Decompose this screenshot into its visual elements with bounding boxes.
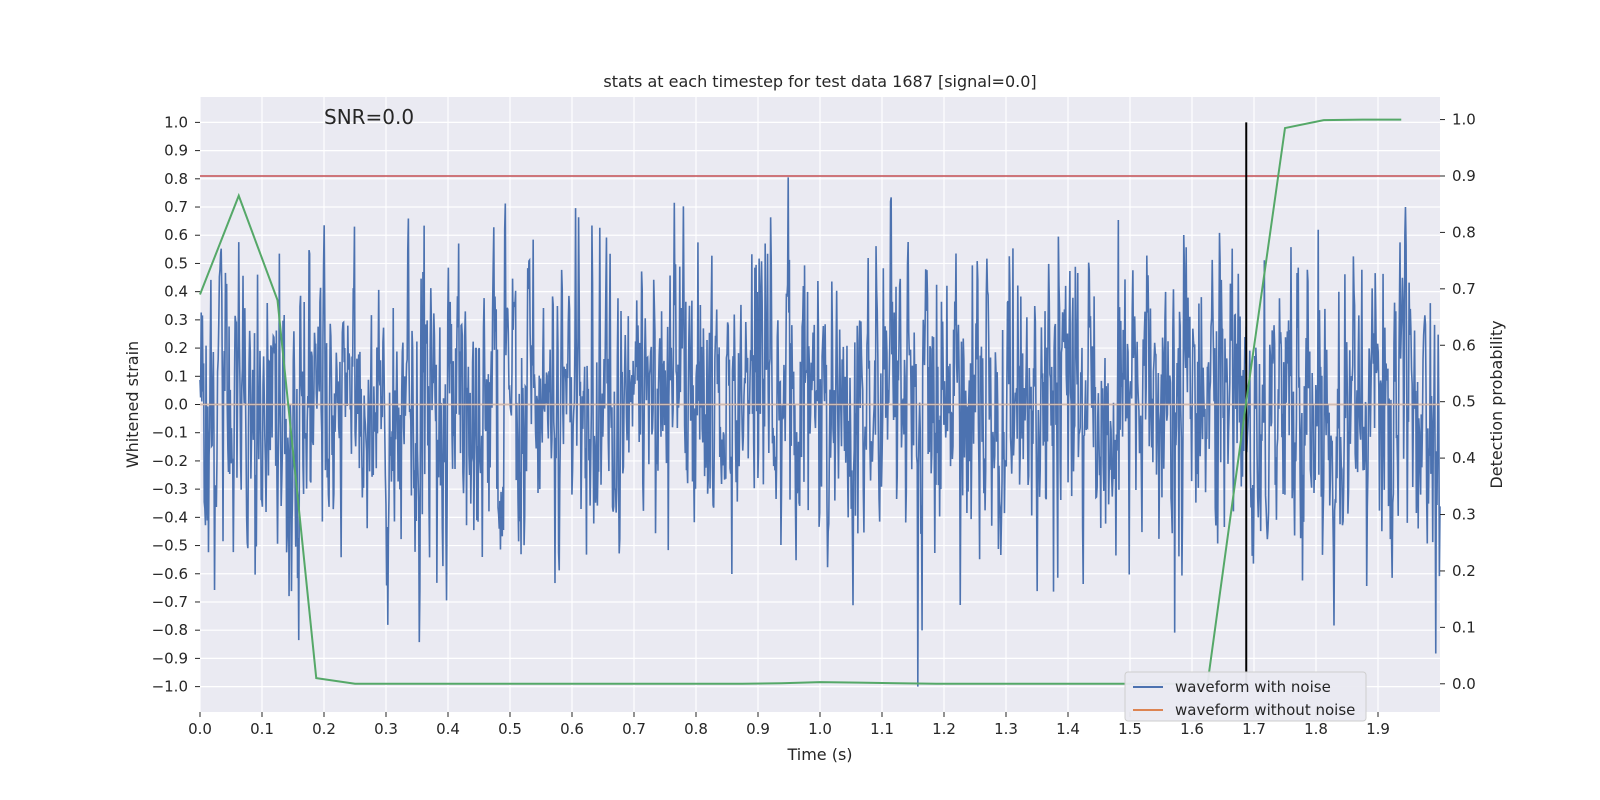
y-left-tick-label: −0.1 — [152, 424, 188, 442]
y-right-tick-label: 0.2 — [1452, 562, 1476, 580]
y-right-tick-label: 0.5 — [1452, 393, 1476, 411]
x-tick-label: 0.7 — [622, 720, 646, 738]
y-right-tick-label: 0.9 — [1452, 167, 1476, 185]
y-left-tick-label: 0.7 — [164, 198, 188, 216]
x-tick-label: 0.0 — [188, 720, 212, 738]
y-left-tick-label: 0.0 — [164, 396, 188, 414]
y-left-tick-label: −0.3 — [152, 480, 188, 498]
x-tick-label: 0.8 — [684, 720, 708, 738]
legend: waveform with noise waveform without noi… — [1124, 671, 1367, 722]
x-tick-label: 1.7 — [1242, 720, 1266, 738]
y-axis-label-right: Detection probability — [1487, 320, 1506, 488]
x-tick-label: 1.0 — [808, 720, 832, 738]
y-axis-label-left: Whitened strain — [123, 341, 142, 468]
snr-annotation: SNR=0.0 — [324, 105, 414, 129]
legend-label-clean: waveform without noise — [1175, 701, 1355, 719]
legend-label-noise: waveform with noise — [1175, 678, 1331, 696]
y-right-tick-label: 0.0 — [1452, 675, 1476, 693]
y-left-tick-label: 0.1 — [164, 367, 188, 385]
x-tick-label: 0.2 — [312, 720, 336, 738]
x-tick-label: 0.9 — [746, 720, 770, 738]
y-left-tick-label: −0.5 — [152, 537, 188, 555]
legend-box — [1124, 671, 1367, 722]
y-right-tick-label: 0.7 — [1452, 280, 1476, 298]
y-left-tick-label: 0.2 — [164, 339, 188, 357]
x-tick-label: 1.1 — [870, 720, 894, 738]
y-right-tick-label: 0.6 — [1452, 336, 1476, 354]
chart-title: stats at each timestep for test data 168… — [603, 72, 1036, 91]
y-right-tick-label: 0.1 — [1452, 618, 1476, 636]
y-right-tick-label: 1.0 — [1452, 111, 1476, 129]
y-left-tick-label: 0.3 — [164, 311, 188, 329]
x-tick-label: 1.3 — [994, 720, 1018, 738]
x-tick-label: 0.3 — [374, 720, 398, 738]
y-right-tick-label: 0.8 — [1452, 223, 1476, 241]
y-left-tick-label: −0.4 — [152, 508, 188, 526]
x-tick-label: 1.9 — [1366, 720, 1390, 738]
x-axis-label: Time (s) — [786, 745, 852, 764]
y-left-tick-label: −0.6 — [152, 565, 188, 583]
y-left-tick-label: 0.5 — [164, 254, 188, 272]
x-tick-label: 1.5 — [1118, 720, 1142, 738]
x-tick-label: 0.1 — [250, 720, 274, 738]
y-left-tick-label: 0.6 — [164, 226, 188, 244]
y-left-tick-label: −1.0 — [152, 678, 188, 696]
y-left-tick-label: 1.0 — [164, 113, 188, 131]
x-tick-label: 1.4 — [1056, 720, 1080, 738]
y-left-tick-label: 0.4 — [164, 283, 188, 301]
y-left-tick-label: −0.8 — [152, 621, 188, 639]
x-tick-label: 1.2 — [932, 720, 956, 738]
y-left-tick-label: 0.8 — [164, 170, 188, 188]
y-right-tick-label: 0.3 — [1452, 506, 1476, 524]
y-left-tick-label: 0.9 — [164, 142, 188, 160]
x-tick-label: 0.5 — [498, 720, 522, 738]
y-right-tick-label: 0.4 — [1452, 449, 1476, 467]
x-tick-label: 0.6 — [560, 720, 584, 738]
x-tick-label: 1.8 — [1304, 720, 1328, 738]
y-left-tick-label: −0.2 — [152, 452, 188, 470]
x-tick-label: 0.4 — [436, 720, 460, 738]
y-left-tick-label: −0.7 — [152, 593, 188, 611]
x-tick-label: 1.6 — [1180, 720, 1204, 738]
y-left-tick-label: −0.9 — [152, 649, 188, 667]
